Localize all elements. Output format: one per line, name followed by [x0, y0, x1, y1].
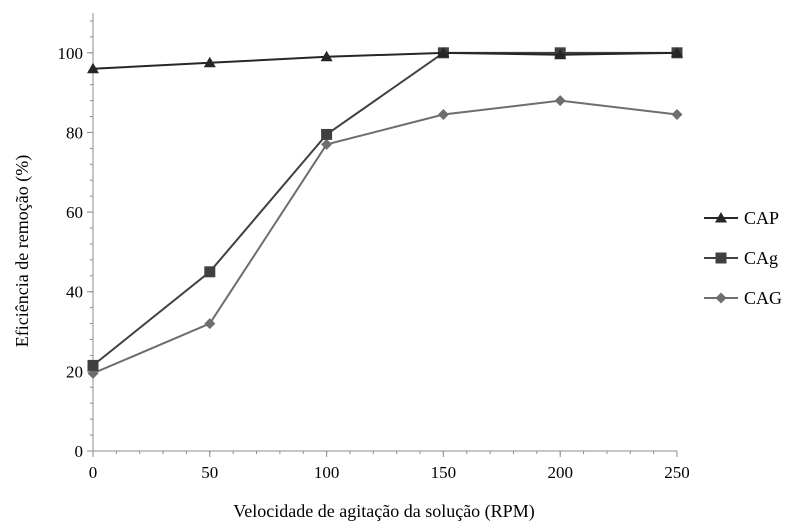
tick-labels: 0 20 40 60 80 100 0 50 100 150 200 250 — [58, 44, 690, 482]
series-CAG — [87, 95, 683, 379]
y-tick-label: 40 — [66, 283, 83, 302]
data-point — [554, 95, 566, 107]
x-tick-label: 150 — [431, 463, 457, 482]
series-CAg — [87, 47, 683, 371]
legend: CAP CAg CAG — [704, 208, 782, 308]
y-tick-label: 100 — [58, 44, 84, 63]
y-tick-label: 80 — [66, 123, 83, 142]
legend-marker — [715, 292, 727, 304]
data-point — [437, 46, 450, 58]
series-layer — [87, 46, 683, 379]
legend-label: CAg — [744, 248, 778, 268]
x-tick-label: 200 — [547, 463, 573, 482]
data-point — [87, 62, 99, 74]
y-tick-label: 20 — [66, 362, 83, 381]
legend-item: CAg — [704, 248, 778, 268]
x-tick-label: 0 — [89, 463, 98, 482]
data-point — [554, 48, 567, 60]
y-tick-label: 0 — [75, 442, 84, 461]
data-point — [321, 128, 333, 140]
data-point — [437, 109, 449, 121]
tick-marks — [87, 20, 678, 457]
x-tick-label: 250 — [664, 463, 690, 482]
data-point — [321, 138, 333, 150]
legend-label: CAG — [744, 288, 782, 308]
axes — [92, 13, 677, 452]
legend-label: CAP — [744, 208, 779, 228]
legend-item: CAG — [704, 288, 782, 308]
y-axis-title: Eficiência de remoção (%) — [12, 155, 33, 347]
legend-marker — [715, 252, 727, 264]
data-point — [671, 109, 683, 121]
series-line — [92, 99, 678, 375]
series-line — [92, 51, 678, 70]
y-tick-label: 60 — [66, 203, 83, 222]
x-tick-label: 50 — [201, 463, 218, 482]
data-point — [320, 50, 333, 62]
series-CAP — [87, 46, 683, 74]
series-line — [92, 51, 677, 367]
data-point — [87, 359, 99, 371]
x-tick-label: 100 — [314, 463, 340, 482]
x-axis-title: Velocidade de agitação da solução (RPM) — [233, 501, 534, 522]
data-point — [204, 266, 216, 278]
data-point — [671, 46, 683, 58]
data-point — [204, 318, 216, 330]
data-point — [203, 56, 216, 68]
legend-marker — [715, 212, 727, 223]
legend-item: CAP — [704, 208, 779, 228]
